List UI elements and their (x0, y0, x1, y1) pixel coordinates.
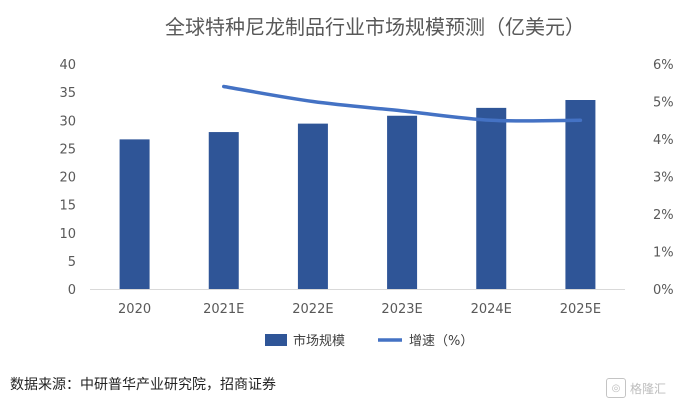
y-right-tick-label: 2% (653, 208, 674, 223)
x-tick-label: 2020 (118, 302, 151, 317)
y-left-tick-label: 25 (59, 142, 76, 157)
y-right-tick-label: 1% (653, 246, 674, 261)
y-left-tick-label: 0 (68, 283, 76, 298)
legend-label-bar: 市场规模 (293, 333, 345, 349)
x-tick-label: 2022E (292, 302, 333, 317)
y-left-tick-label: 30 (59, 114, 76, 129)
y-right-tick-label: 3% (653, 171, 674, 186)
bar (476, 107, 507, 289)
y-right-tick-label: 4% (653, 133, 674, 148)
chart-title: 全球特种尼龙制品行业市场规模预测（亿美元） (165, 15, 585, 39)
watermark-text: 格隆汇 (630, 381, 667, 396)
y-right-tick-label: 5% (653, 96, 674, 111)
watermark: ◎ 格隆汇 (606, 376, 696, 400)
legend-swatch-bar (265, 334, 287, 346)
bar (297, 123, 328, 289)
y-left-tick-label: 10 (59, 227, 76, 242)
x-tick-label: 2023E (381, 302, 422, 317)
bar (387, 115, 418, 289)
source-note: 数据来源：中研普华产业研究院，招商证券 (10, 377, 276, 393)
y-right-tick-label: 6% (653, 58, 674, 73)
y-left-tick-label: 5 (68, 255, 76, 270)
y-left-tick-label: 35 (59, 86, 76, 101)
x-tick-label: 2021E (203, 302, 244, 317)
legend-label-line: 增速（%） (409, 334, 473, 349)
y-right-tick-label: 0% (653, 283, 674, 298)
y-left-tick-label: 20 (59, 171, 76, 186)
legend: 市场规模 增速（%） (265, 333, 473, 349)
plot-area: 0 5 10 15 20 25 30 35 40 0% 1% 2% 3% 4% 5% 6% 2020 2021E 2… (59, 58, 673, 317)
x-tick-label: 2024E (471, 302, 512, 317)
y-left-tick-label: 15 (59, 199, 76, 214)
x-tick-label: 2025E (560, 302, 601, 317)
bar (119, 139, 150, 289)
bar (565, 100, 596, 289)
watermark-logo-icon: ◎ (606, 378, 626, 398)
bar (208, 132, 239, 289)
y-left-tick-label: 40 (59, 58, 76, 73)
